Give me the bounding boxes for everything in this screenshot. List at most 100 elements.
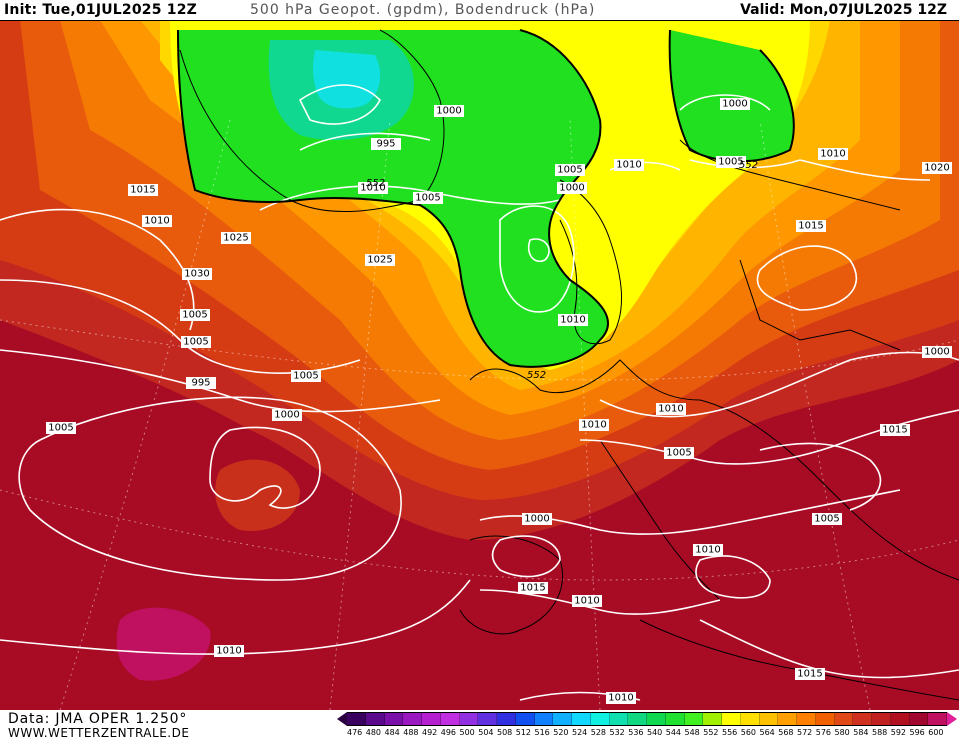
isobar-label: 1010 bbox=[693, 544, 723, 556]
isobar-label: 1000 bbox=[522, 513, 552, 525]
legend-tick-label: 480 bbox=[365, 728, 382, 737]
isobar-label: 1015 bbox=[795, 668, 825, 680]
legend-swatch bbox=[665, 713, 685, 725]
isobar-label: 1010 bbox=[572, 595, 602, 607]
svg-text:1015: 1015 bbox=[797, 669, 822, 680]
legend-swatch bbox=[797, 713, 816, 725]
isobar-label: 1025 bbox=[365, 254, 395, 266]
svg-text:1015: 1015 bbox=[130, 185, 155, 196]
legend-swatch bbox=[384, 713, 404, 725]
isobar-label: 1010 bbox=[656, 403, 686, 415]
isobar-label: 1005 bbox=[46, 422, 76, 434]
legend-tick-label: 552 bbox=[703, 728, 719, 737]
isobar-label: 1010 bbox=[142, 215, 172, 227]
legend-swatch bbox=[890, 713, 910, 725]
contour-552-labels: 552 552 552 bbox=[366, 160, 758, 381]
legend-swatch bbox=[609, 713, 629, 725]
svg-text:1010: 1010 bbox=[581, 420, 606, 431]
isobar-label: 995 bbox=[371, 138, 401, 150]
isobar-label: 1030 bbox=[182, 268, 212, 280]
weather-map: 1000 995 1000 1005 1010 1010 1005 1015 1… bbox=[0, 20, 959, 710]
legend-tick-label: 516 bbox=[534, 728, 550, 737]
svg-text:1010: 1010 bbox=[695, 545, 720, 556]
footer-bar: Data: JMA OPER 1.250° WWW.WETTERZENTRALE… bbox=[0, 710, 959, 741]
isobar-label: 1005 bbox=[664, 447, 694, 459]
legend-tick-label: 556 bbox=[722, 728, 738, 737]
svg-text:1005: 1005 bbox=[183, 337, 208, 348]
svg-text:1005: 1005 bbox=[48, 423, 73, 434]
isobar-label: 1010 bbox=[214, 645, 244, 657]
legend-tick-label: 560 bbox=[740, 728, 757, 737]
svg-text:995: 995 bbox=[191, 378, 210, 389]
svg-text:1010: 1010 bbox=[616, 160, 641, 171]
svg-text:1010: 1010 bbox=[820, 149, 845, 160]
svg-text:1015: 1015 bbox=[520, 583, 545, 594]
isobar-label: 1025 bbox=[221, 232, 251, 244]
legend-swatch bbox=[553, 713, 572, 725]
svg-text:1005: 1005 bbox=[814, 514, 839, 525]
isobar-label: 1000 bbox=[434, 105, 464, 117]
svg-text:1015: 1015 bbox=[798, 221, 823, 232]
legend-tick-label: 512 bbox=[515, 728, 532, 737]
legend-swatch bbox=[759, 713, 779, 725]
legend-swatch bbox=[834, 713, 854, 725]
svg-text:1000: 1000 bbox=[274, 410, 299, 421]
legend-tick-label: 508 bbox=[497, 728, 513, 737]
svg-text:1000: 1000 bbox=[524, 514, 549, 525]
legend-tick-label: 500 bbox=[459, 728, 475, 737]
legend-tick-label: 592 bbox=[890, 728, 907, 737]
svg-text:1005: 1005 bbox=[666, 448, 691, 459]
legend-swatch bbox=[347, 713, 366, 725]
header-bar: Init: Tue,01JUL2025 12Z 500 hPa Geopot. … bbox=[0, 0, 959, 21]
legend-arrow-right bbox=[947, 712, 957, 726]
svg-text:1025: 1025 bbox=[223, 233, 248, 244]
isobar-label: 1005 bbox=[413, 192, 443, 204]
legend-tick-label: 476 bbox=[347, 728, 363, 737]
svg-text:552: 552 bbox=[527, 370, 546, 381]
svg-text:1005: 1005 bbox=[293, 371, 318, 382]
isobar-label: 1015 bbox=[796, 220, 826, 232]
legend-tick-label: 504 bbox=[478, 728, 494, 737]
legend-swatch bbox=[815, 713, 835, 725]
svg-text:1010: 1010 bbox=[216, 646, 241, 657]
legend-tick-label: 584 bbox=[853, 728, 869, 737]
legend-tick-label: 492 bbox=[422, 728, 438, 737]
legend-swatch bbox=[534, 713, 554, 725]
svg-text:1000: 1000 bbox=[722, 99, 747, 110]
legend-tick-label: 568 bbox=[778, 728, 794, 737]
svg-text:1025: 1025 bbox=[367, 255, 392, 266]
chart-title: 500 hPa Geopot. (gpdm), Bodendruck (hPa) bbox=[250, 2, 596, 18]
isobar-label: 1000 bbox=[557, 182, 587, 194]
legend-swatch bbox=[478, 713, 497, 725]
legend-swatch bbox=[365, 713, 385, 725]
legend-tick-label: 496 bbox=[440, 728, 457, 737]
legend-swatch bbox=[928, 713, 947, 725]
isobar-label: 1005 bbox=[716, 156, 746, 168]
svg-text:1000: 1000 bbox=[436, 106, 461, 117]
legend-tick-label: 488 bbox=[403, 728, 419, 737]
svg-text:1010: 1010 bbox=[144, 216, 169, 227]
svg-text:1000: 1000 bbox=[924, 347, 949, 358]
isobar-label: 1010 bbox=[579, 419, 609, 431]
legend-tick-label: 596 bbox=[909, 728, 925, 737]
legend-swatch bbox=[515, 713, 535, 725]
isobar-label: 1010 bbox=[818, 148, 848, 160]
svg-text:552: 552 bbox=[739, 160, 758, 171]
isobar-label: 1005 bbox=[291, 370, 321, 382]
svg-text:1005: 1005 bbox=[557, 165, 582, 176]
valid-time: Valid: Mon,07JUL2025 12Z bbox=[740, 2, 947, 18]
legend-swatch bbox=[909, 713, 929, 725]
isobar-label: 1010 bbox=[558, 314, 588, 326]
isobar-label: 1005 bbox=[555, 164, 585, 176]
legend-swatch bbox=[497, 713, 516, 725]
svg-text:1020: 1020 bbox=[924, 163, 949, 174]
isobar-label: 1015 bbox=[128, 184, 158, 196]
svg-text:1005: 1005 bbox=[415, 193, 440, 204]
legend-tick-label: 576 bbox=[815, 728, 832, 737]
svg-text:1000: 1000 bbox=[559, 183, 584, 194]
isobar-label: 1020 bbox=[922, 162, 952, 174]
legend-arrow-left bbox=[337, 712, 347, 726]
svg-text:1010: 1010 bbox=[658, 404, 683, 415]
svg-text:1015: 1015 bbox=[882, 425, 907, 436]
legend-tick-label: 548 bbox=[684, 728, 700, 737]
